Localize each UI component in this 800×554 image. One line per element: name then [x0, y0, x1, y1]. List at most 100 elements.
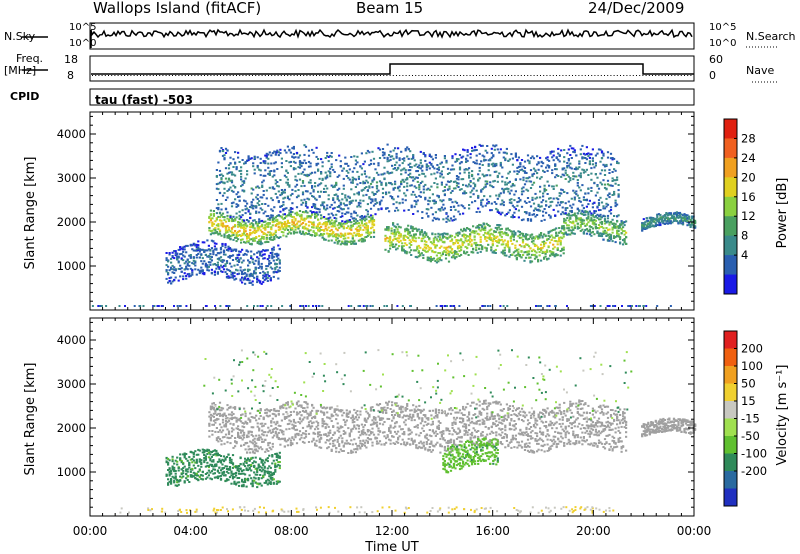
power-cell [491, 251, 494, 254]
power-cell [283, 191, 286, 194]
power-cell [419, 182, 422, 184]
power-cell [238, 225, 241, 228]
power-cell [665, 216, 668, 219]
velocity-cell [226, 441, 229, 444]
power-cell [237, 191, 240, 194]
power-cell [309, 179, 312, 182]
power-cell [384, 239, 387, 242]
velocity-cell [211, 423, 214, 426]
power-cell [229, 179, 232, 182]
power-cell [297, 195, 300, 198]
power-cell [425, 188, 428, 191]
power-cell [569, 214, 572, 217]
velocity-cell [215, 414, 218, 416]
power-cell [520, 245, 523, 248]
power-cell [616, 215, 619, 218]
power-cell [324, 157, 327, 159]
power-cell [189, 267, 192, 270]
power-cell [471, 173, 474, 176]
power-cell [221, 245, 224, 247]
power-cell [423, 231, 426, 234]
power-cell [369, 217, 373, 220]
power-cell [688, 215, 691, 218]
power-cell [584, 213, 587, 216]
power-cell [246, 202, 249, 205]
power-cell [458, 168, 462, 171]
power-cell [542, 195, 545, 198]
power-cell [585, 146, 588, 149]
power-cell [378, 148, 382, 151]
power-cell [403, 157, 406, 160]
power-cell [468, 204, 471, 206]
velocity-cell [237, 418, 240, 421]
power-cell [303, 184, 306, 187]
power-cell [611, 157, 614, 159]
power-cell [484, 180, 487, 183]
power-cell [264, 228, 267, 231]
power-cell [461, 234, 464, 237]
velocity-cell [249, 419, 252, 422]
power-cell [510, 216, 513, 218]
power-cell [315, 215, 318, 218]
power-cell [594, 225, 597, 228]
velocity-cell [227, 406, 231, 409]
velocity-cell [271, 436, 274, 439]
power-cell [203, 260, 206, 263]
power-cell [536, 214, 539, 216]
power-cell [579, 221, 582, 224]
power-cell [314, 182, 317, 184]
power-cell [448, 185, 451, 188]
power-cell [485, 222, 488, 225]
power-cell [388, 154, 391, 156]
power-cell [422, 233, 425, 236]
power-cell [443, 186, 446, 188]
power-cell [530, 237, 534, 240]
power-cell [416, 245, 419, 248]
power-cell [191, 244, 194, 247]
power-cell [211, 229, 214, 232]
power-cell [484, 231, 487, 234]
power-cell [600, 235, 604, 238]
power-cell [216, 257, 219, 260]
power-cell [478, 177, 481, 180]
power-cell [335, 239, 338, 242]
power-cell [368, 216, 371, 218]
power-cell [286, 225, 289, 227]
power-cell [578, 227, 581, 229]
power-cell [206, 269, 209, 272]
power-cell [271, 221, 274, 224]
power-cell [606, 179, 610, 182]
power-cell [206, 255, 209, 258]
power-cell [377, 162, 380, 165]
power-cell [465, 184, 468, 187]
power-cell [569, 221, 572, 223]
power-cell [495, 162, 498, 165]
power-cell [277, 185, 280, 188]
power-cell [417, 250, 420, 253]
power-cell [599, 181, 602, 184]
power-cell [594, 164, 597, 167]
power-cell [531, 175, 534, 178]
power-cell [185, 305, 188, 307]
power-cell [306, 190, 309, 193]
power-cell [489, 195, 492, 198]
power-cell [481, 228, 484, 231]
power-cell [237, 196, 240, 198]
power-cell [478, 210, 481, 213]
power-cell [326, 154, 329, 157]
power-cell [544, 255, 547, 258]
power-cell [267, 241, 270, 243]
velocity-cell [226, 428, 229, 431]
power-cell [218, 266, 221, 269]
power-cell [219, 246, 223, 249]
power-cell [587, 192, 590, 195]
power-cell [345, 243, 348, 246]
power-cell [321, 216, 324, 219]
power-cell [276, 236, 279, 239]
power-cell [279, 179, 282, 181]
power-cell [597, 204, 601, 206]
power-cell [212, 251, 215, 254]
power-cell [478, 143, 481, 146]
power-cell [470, 231, 473, 234]
velocity-cell [229, 436, 232, 439]
